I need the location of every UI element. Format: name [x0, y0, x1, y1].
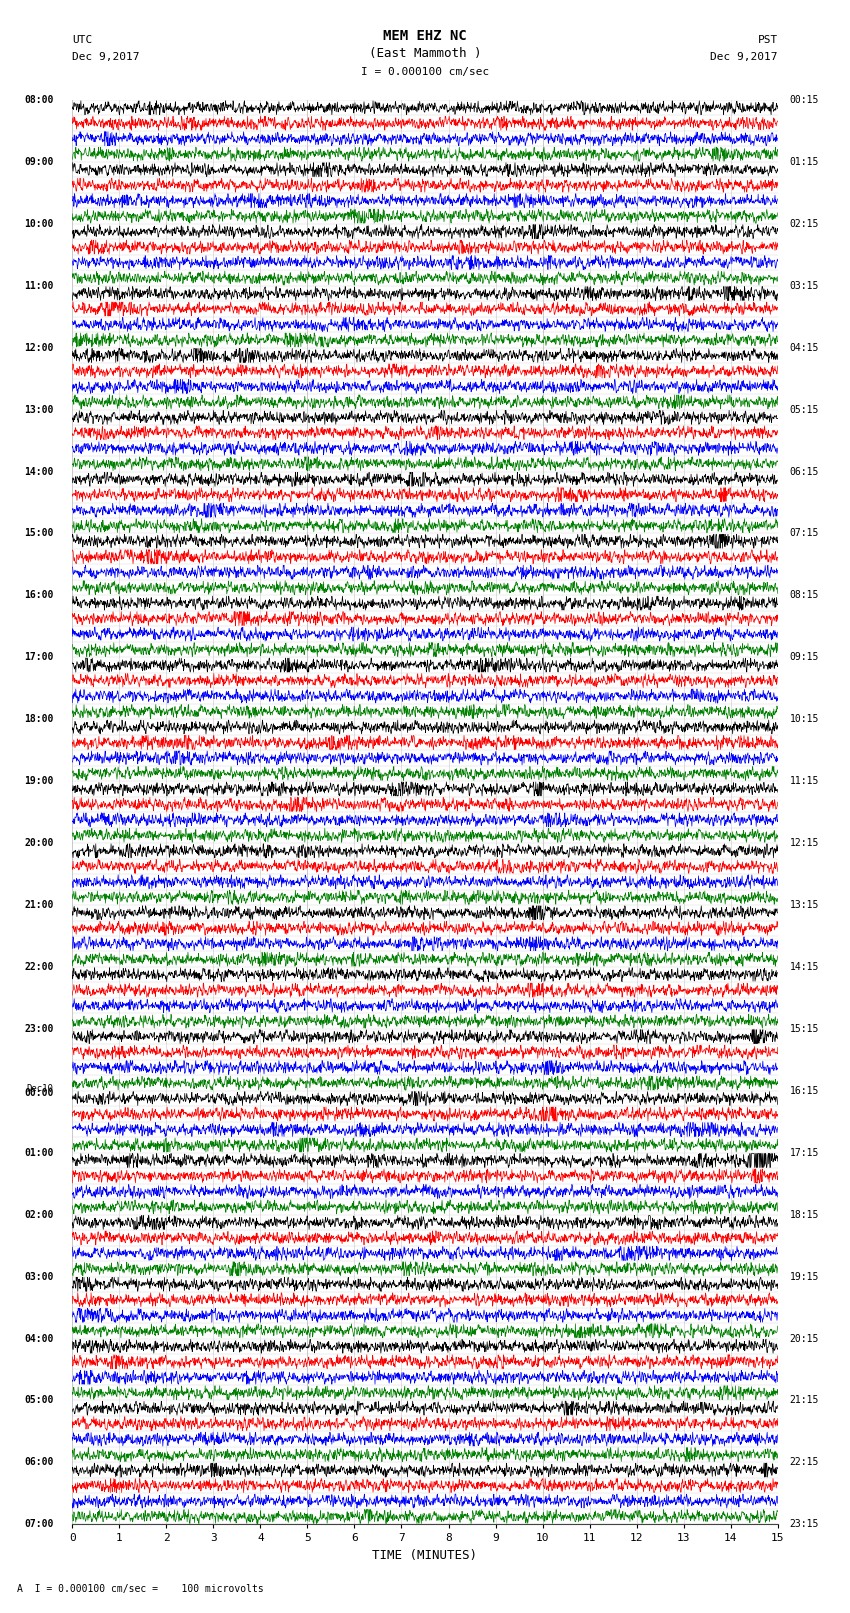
- Text: 13:15: 13:15: [790, 900, 819, 910]
- Text: 22:15: 22:15: [790, 1458, 819, 1468]
- Text: 10:00: 10:00: [24, 219, 54, 229]
- Text: 04:00: 04:00: [24, 1334, 54, 1344]
- Text: 23:00: 23:00: [24, 1024, 54, 1034]
- Text: 20:00: 20:00: [24, 839, 54, 848]
- Text: 07:15: 07:15: [790, 529, 819, 539]
- Text: 02:15: 02:15: [790, 219, 819, 229]
- Text: 15:00: 15:00: [24, 529, 54, 539]
- Text: UTC: UTC: [72, 35, 93, 45]
- Text: 00:00: 00:00: [24, 1089, 54, 1098]
- Text: 18:00: 18:00: [24, 715, 54, 724]
- Text: 23:15: 23:15: [790, 1519, 819, 1529]
- Text: 13:00: 13:00: [24, 405, 54, 415]
- Text: 05:00: 05:00: [24, 1395, 54, 1405]
- Text: 11:15: 11:15: [790, 776, 819, 786]
- Text: 11:00: 11:00: [24, 281, 54, 290]
- Text: 04:15: 04:15: [790, 342, 819, 353]
- Text: 22:00: 22:00: [24, 961, 54, 973]
- Text: I = 0.000100 cm/sec: I = 0.000100 cm/sec: [361, 68, 489, 77]
- Text: 02:00: 02:00: [24, 1210, 54, 1219]
- Text: 19:15: 19:15: [790, 1271, 819, 1282]
- Text: 17:00: 17:00: [24, 652, 54, 663]
- Text: 16:15: 16:15: [790, 1086, 819, 1095]
- X-axis label: TIME (MINUTES): TIME (MINUTES): [372, 1548, 478, 1561]
- Text: 01:00: 01:00: [24, 1148, 54, 1158]
- Text: 00:15: 00:15: [790, 95, 819, 105]
- Text: A  I = 0.000100 cm/sec =    100 microvolts: A I = 0.000100 cm/sec = 100 microvolts: [17, 1584, 264, 1594]
- Text: 08:15: 08:15: [790, 590, 819, 600]
- Text: PST: PST: [757, 35, 778, 45]
- Text: 03:00: 03:00: [24, 1271, 54, 1282]
- Text: 09:15: 09:15: [790, 652, 819, 663]
- Text: MEM EHZ NC: MEM EHZ NC: [383, 29, 467, 44]
- Text: 21:15: 21:15: [790, 1395, 819, 1405]
- Text: 14:15: 14:15: [790, 961, 819, 973]
- Text: 06:15: 06:15: [790, 466, 819, 476]
- Text: 01:15: 01:15: [790, 156, 819, 166]
- Text: 05:15: 05:15: [790, 405, 819, 415]
- Text: 12:00: 12:00: [24, 342, 54, 353]
- Text: Dec 9,2017: Dec 9,2017: [72, 52, 139, 61]
- Text: 15:15: 15:15: [790, 1024, 819, 1034]
- Text: 20:15: 20:15: [790, 1334, 819, 1344]
- Text: 07:00: 07:00: [24, 1519, 54, 1529]
- Text: 16:00: 16:00: [24, 590, 54, 600]
- Text: (East Mammoth ): (East Mammoth ): [369, 47, 481, 60]
- Text: 14:00: 14:00: [24, 466, 54, 476]
- Text: 12:15: 12:15: [790, 839, 819, 848]
- Text: 06:00: 06:00: [24, 1458, 54, 1468]
- Text: 10:15: 10:15: [790, 715, 819, 724]
- Text: 03:15: 03:15: [790, 281, 819, 290]
- Text: 21:00: 21:00: [24, 900, 54, 910]
- Text: 17:15: 17:15: [790, 1148, 819, 1158]
- Text: 09:00: 09:00: [24, 156, 54, 166]
- Text: 19:00: 19:00: [24, 776, 54, 786]
- Text: 08:00: 08:00: [24, 95, 54, 105]
- Text: 18:15: 18:15: [790, 1210, 819, 1219]
- Text: Dec10: Dec10: [26, 1084, 54, 1094]
- Text: Dec 9,2017: Dec 9,2017: [711, 52, 778, 61]
